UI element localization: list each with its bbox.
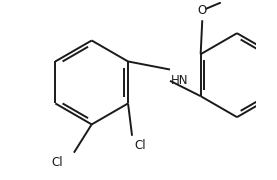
Text: HN: HN	[171, 74, 188, 87]
Text: O: O	[198, 4, 207, 17]
Text: Cl: Cl	[51, 156, 63, 169]
Text: Cl: Cl	[135, 139, 146, 152]
